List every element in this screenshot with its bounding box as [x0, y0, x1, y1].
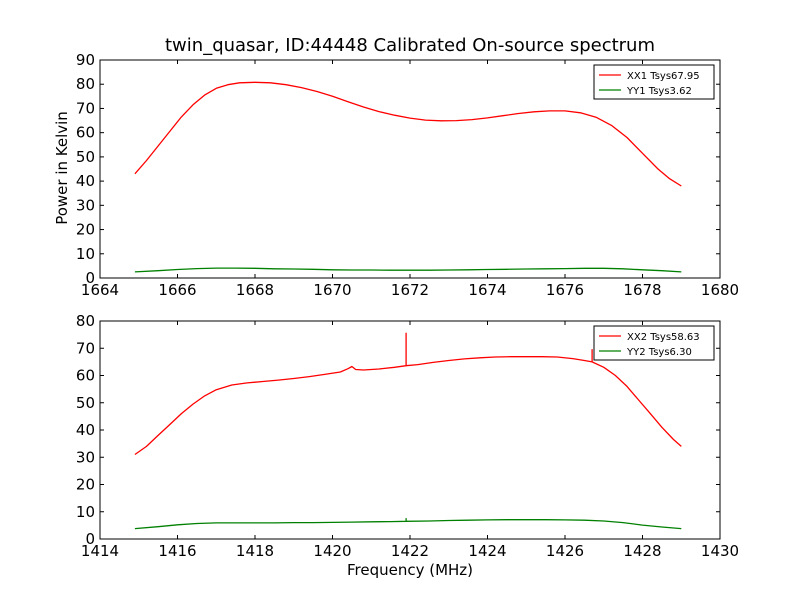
legend-entry: XX1 Tsys67.95: [627, 71, 700, 82]
series-line-1-2: [134, 267, 682, 273]
series-line-1-1: [134, 81, 682, 187]
x-tick-label: 1422: [391, 542, 429, 560]
x-tick-label: 1420: [313, 542, 351, 560]
x-tick-label: 1674: [468, 281, 506, 299]
y-tick-label: 20: [76, 221, 95, 239]
y-tick-label: 10: [76, 245, 95, 263]
x-tick-label: 1676: [546, 281, 584, 299]
y-tick-label: 30: [76, 448, 95, 466]
y-tick-label: 0: [85, 530, 95, 548]
x-tick-label: 1668: [236, 281, 274, 299]
y-tick-label: 60: [76, 124, 95, 142]
y-tick-label: 80: [76, 312, 95, 330]
y-tick-label: 0: [85, 269, 95, 287]
legend-entry: YY1 Tsys3.62: [626, 86, 692, 97]
x-tick-label: 1430: [701, 542, 739, 560]
x-tick-label: 1672: [391, 281, 429, 299]
y-axis-label: Power in Kelvin: [53, 111, 71, 225]
x-tick-label: 1424: [468, 542, 506, 560]
legend-2: XX2 Tsys58.63 YY2 Tsys6.30: [593, 325, 715, 361]
y-tick-label: 90: [76, 51, 95, 69]
y-tick-label: 80: [76, 75, 95, 93]
subplot-1: 1664 1666 1668 1670 1672 1674 1676 1678 1680 0 10 2…: [76, 51, 739, 299]
y-tick-label: 60: [76, 367, 95, 385]
legend-entry: XX2 Tsys58.63: [627, 332, 700, 343]
x-tick-label: 1428: [623, 542, 661, 560]
subplot-2: 1414 1416 1418 1420 1422 1424 1426 1428 1430 0 10 2…: [76, 312, 739, 560]
x-tick-label: 1426: [546, 542, 584, 560]
x-tick-label: 1666: [158, 281, 196, 299]
y-tick-label: 50: [76, 148, 95, 166]
x-tick-label: 1418: [236, 542, 274, 560]
legend-box: [593, 325, 715, 361]
x-tick-label: 1670: [313, 281, 351, 299]
legend-1: XX1 Tsys67.95 YY1 Tsys3.62: [593, 64, 715, 100]
x-tick-label: 1664: [81, 281, 119, 299]
y-tick-label: 70: [76, 339, 95, 357]
x-tick-label: 1680: [701, 281, 739, 299]
x-tick-label: 1678: [623, 281, 661, 299]
y-tick-label: 40: [76, 172, 95, 190]
y-tick-label: 10: [76, 503, 95, 521]
x-tick-label: 1416: [158, 542, 196, 560]
y-tick-label: 40: [76, 421, 95, 439]
y-tick-label: 70: [76, 99, 95, 117]
series-line-2-2: [134, 517, 682, 530]
chart-title: twin_quasar, ID:44448 Calibrated On-sour…: [165, 35, 655, 56]
x-tick-label: 1414: [81, 542, 119, 560]
legend-entry: YY2 Tsys6.30: [626, 347, 692, 358]
x-axis-label: Frequency (MHz): [346, 561, 474, 579]
y-tick-label: 50: [76, 394, 95, 412]
legend-box: [593, 64, 715, 100]
series-line-2-1: [134, 332, 682, 456]
y-tick-label: 30: [76, 196, 95, 214]
y-tick-label: 20: [76, 476, 95, 494]
